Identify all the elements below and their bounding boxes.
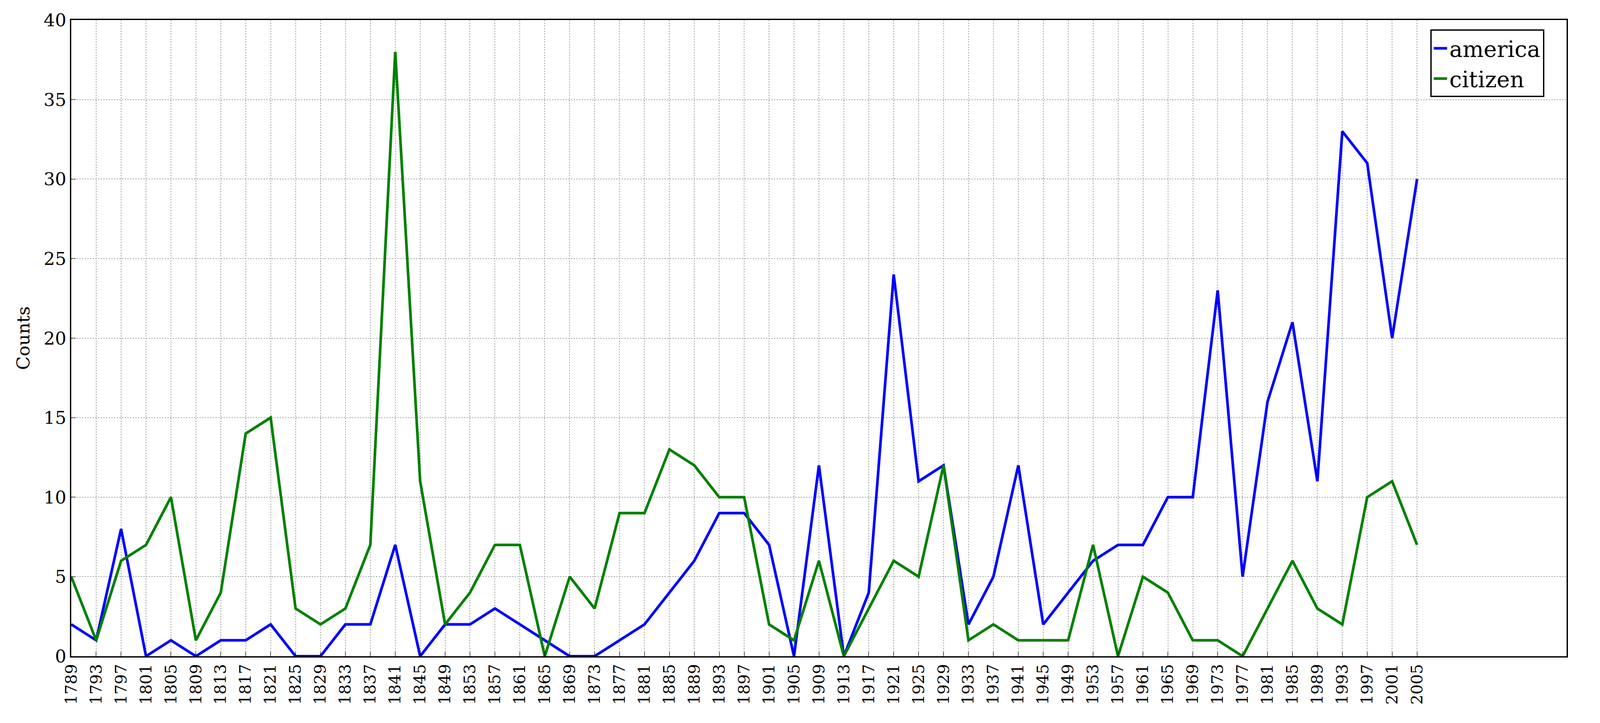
svg-text:america: america (1449, 36, 1541, 63)
svg-text:20: 20 (43, 328, 67, 349)
svg-text:1897: 1897 (734, 663, 754, 705)
svg-text:1997: 1997 (1357, 663, 1377, 705)
svg-text:1865: 1865 (535, 663, 554, 705)
svg-text:1829: 1829 (310, 663, 330, 705)
svg-text:1881: 1881 (635, 663, 654, 705)
svg-text:5: 5 (55, 566, 67, 587)
svg-text:1953: 1953 (1083, 663, 1102, 705)
svg-text:1973: 1973 (1208, 663, 1227, 705)
svg-text:35: 35 (43, 89, 67, 110)
svg-text:1845: 1845 (410, 663, 429, 705)
svg-text:1905: 1905 (784, 663, 803, 705)
svg-text:1917: 1917 (859, 663, 878, 705)
svg-text:1821: 1821 (260, 663, 280, 705)
svg-text:1989: 1989 (1307, 663, 1327, 705)
svg-text:1825: 1825 (285, 663, 305, 705)
svg-text:1873: 1873 (585, 663, 604, 705)
svg-text:1869: 1869 (560, 663, 579, 705)
svg-text:1837: 1837 (360, 663, 379, 705)
svg-text:1945: 1945 (1033, 663, 1052, 705)
svg-text:1805: 1805 (161, 663, 180, 705)
svg-text:30: 30 (43, 168, 67, 190)
svg-text:1965: 1965 (1158, 663, 1177, 705)
svg-text:25: 25 (43, 248, 67, 269)
svg-text:1937: 1937 (983, 663, 1002, 705)
svg-text:1809: 1809 (186, 663, 205, 705)
svg-text:40: 40 (43, 9, 67, 31)
svg-text:1929: 1929 (934, 663, 953, 705)
svg-text:1861: 1861 (510, 663, 529, 705)
svg-text:1961: 1961 (1133, 663, 1152, 705)
svg-text:1893: 1893 (709, 663, 729, 705)
svg-text:1877: 1877 (610, 663, 629, 705)
svg-text:1977: 1977 (1233, 663, 1252, 705)
svg-text:1833: 1833 (335, 663, 355, 705)
svg-text:1801: 1801 (136, 663, 155, 705)
svg-text:1889: 1889 (684, 663, 704, 705)
svg-text:2001: 2001 (1382, 663, 1401, 705)
svg-text:1921: 1921 (884, 663, 903, 705)
svg-text:1969: 1969 (1183, 663, 1202, 705)
svg-text:1993: 1993 (1332, 663, 1352, 705)
svg-text:1853: 1853 (460, 663, 479, 705)
svg-text:10: 10 (43, 487, 67, 508)
svg-text:1789: 1789 (61, 663, 81, 705)
svg-text:1849: 1849 (435, 663, 454, 705)
svg-text:1793: 1793 (86, 663, 106, 705)
svg-text:0: 0 (55, 646, 67, 667)
svg-text:2005: 2005 (1407, 663, 1426, 705)
svg-text:1913: 1913 (834, 663, 853, 705)
svg-text:1985: 1985 (1282, 663, 1302, 705)
svg-text:1857: 1857 (485, 663, 504, 705)
svg-text:1841: 1841 (385, 663, 404, 705)
svg-text:1949: 1949 (1058, 663, 1077, 705)
svg-text:1813: 1813 (211, 663, 230, 705)
svg-text:1885: 1885 (659, 663, 679, 705)
svg-text:1981: 1981 (1258, 663, 1277, 705)
svg-text:1817: 1817 (236, 663, 255, 705)
svg-text:Counts: Counts (12, 306, 34, 371)
svg-text:citizen: citizen (1449, 66, 1525, 93)
svg-text:1797: 1797 (111, 663, 131, 705)
svg-text:1901: 1901 (759, 663, 778, 705)
svg-text:1941: 1941 (1008, 663, 1027, 705)
svg-text:15: 15 (43, 407, 67, 428)
svg-text:1909: 1909 (809, 663, 828, 705)
svg-text:1933: 1933 (959, 663, 978, 705)
svg-text:1925: 1925 (909, 663, 928, 705)
svg-text:1957: 1957 (1108, 663, 1127, 705)
